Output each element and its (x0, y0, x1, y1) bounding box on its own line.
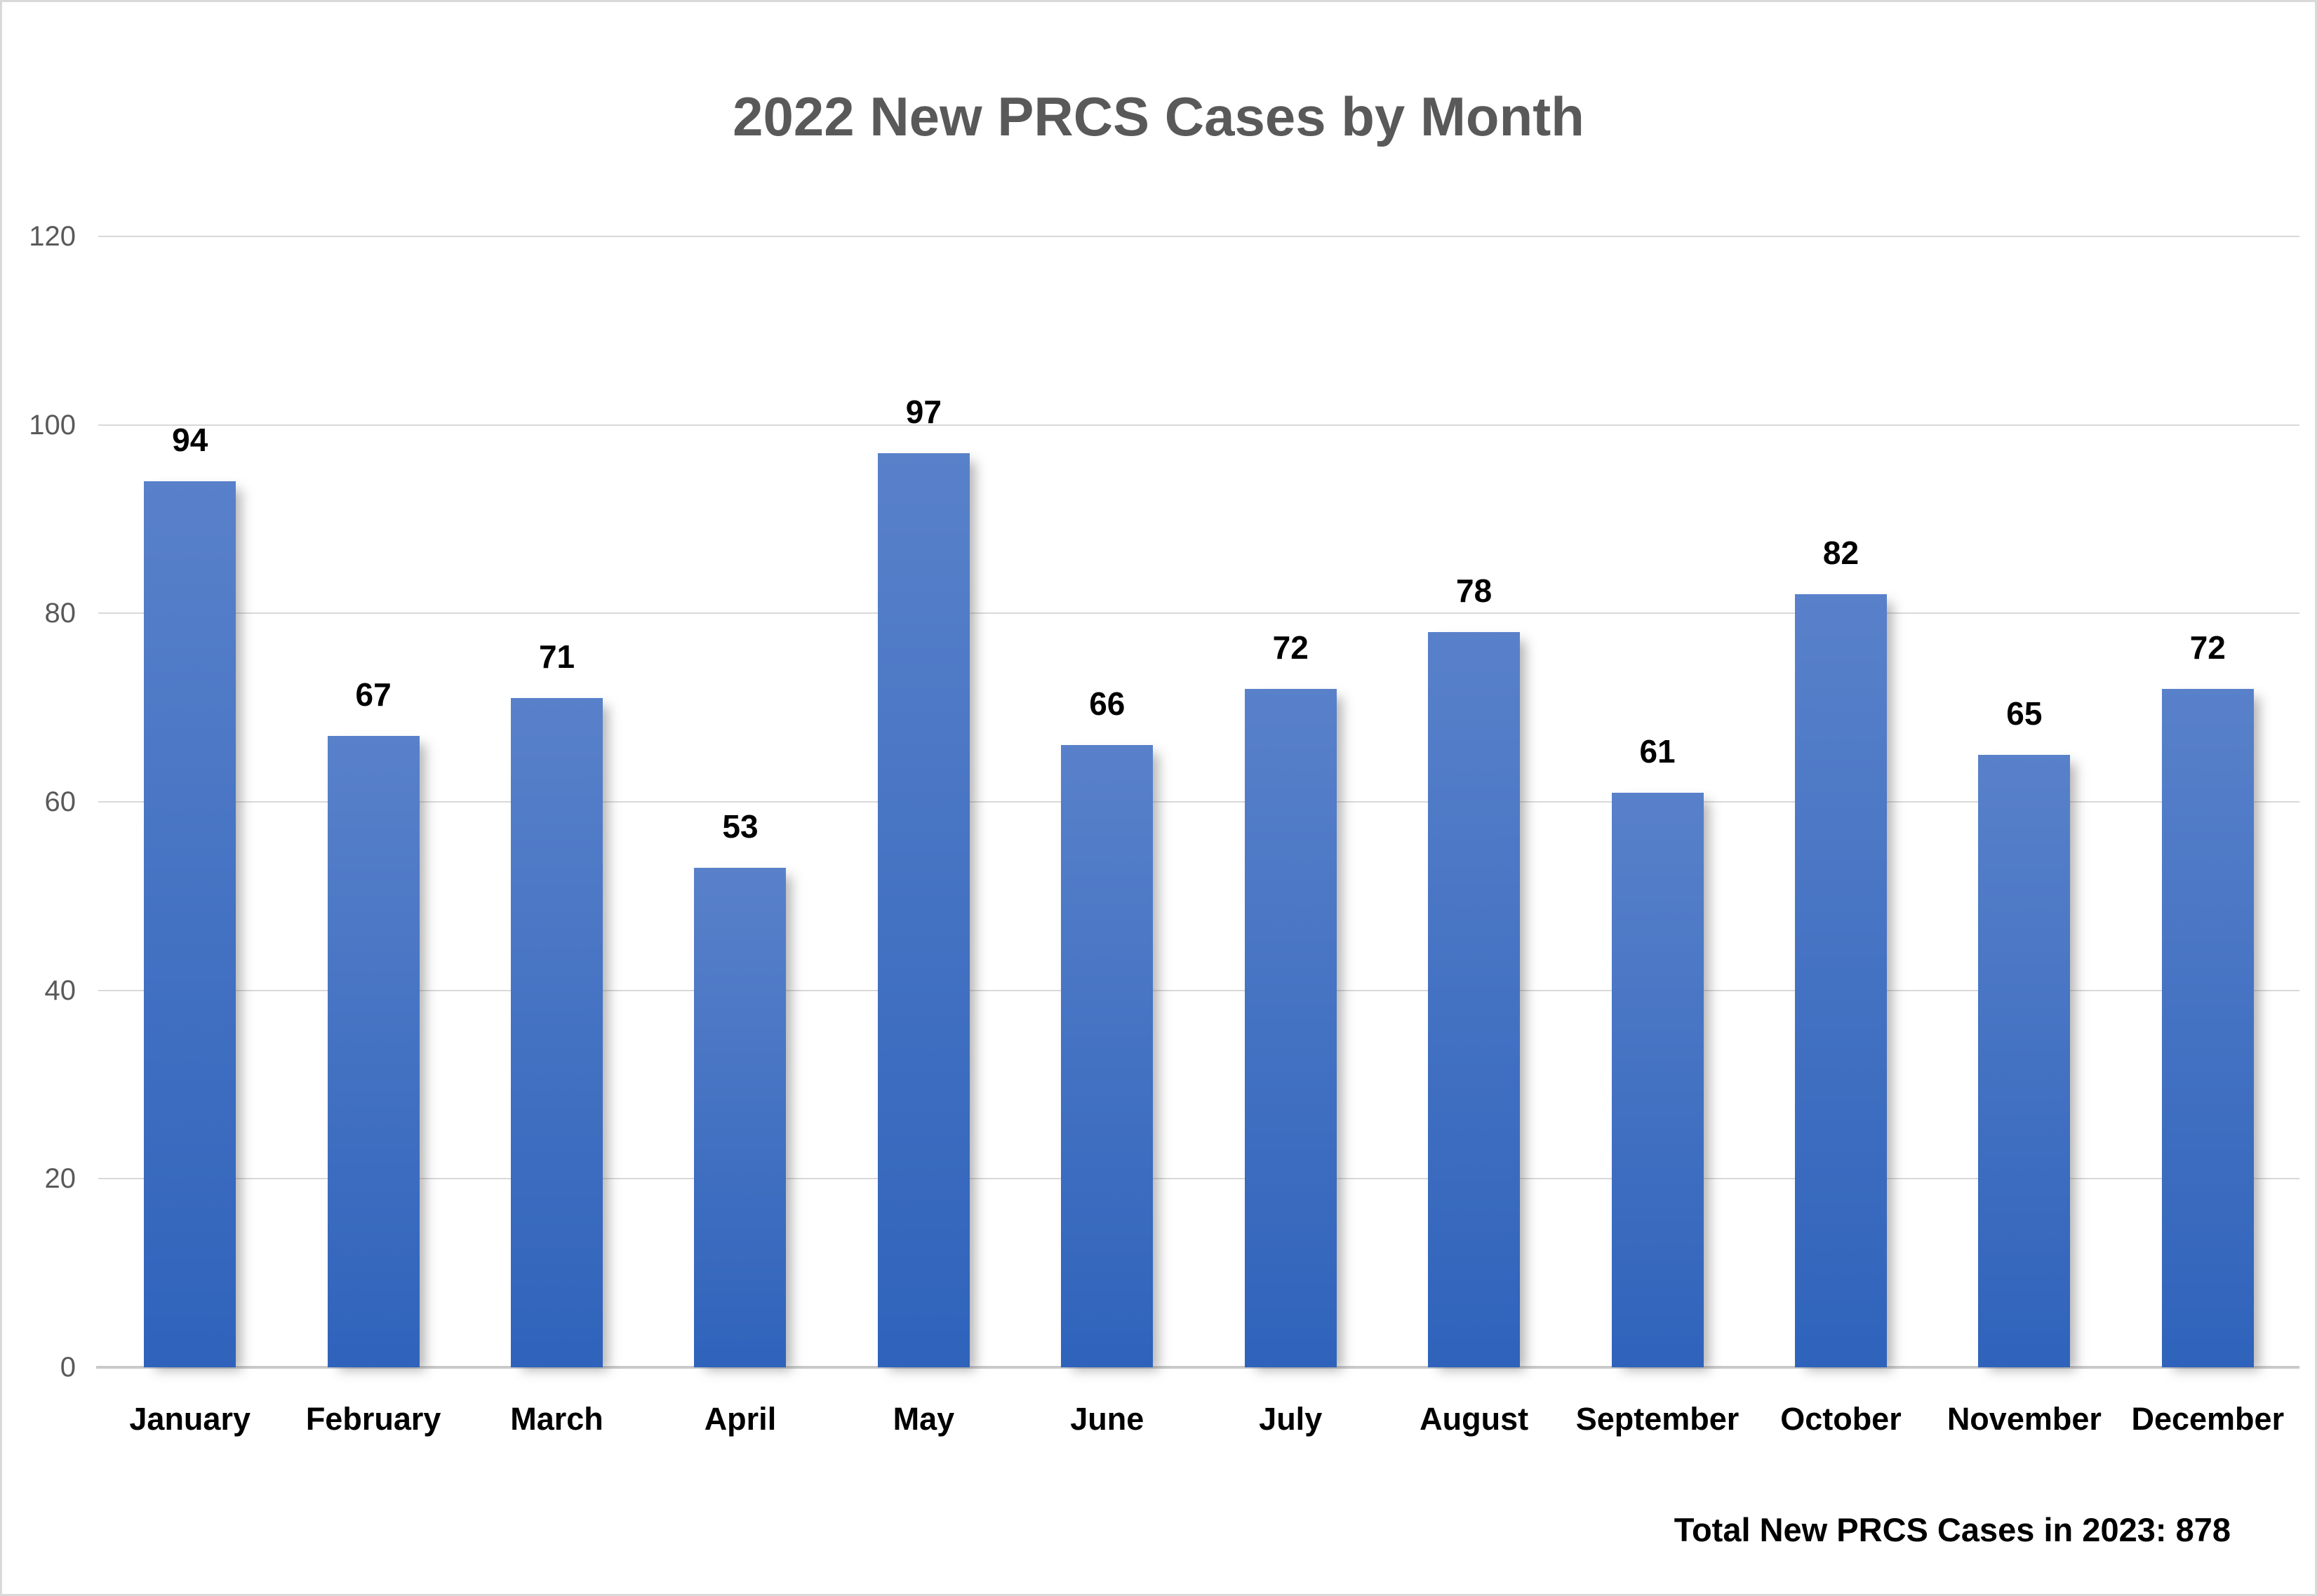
bar-value-label: 72 (1272, 629, 1309, 666)
bar-june (1061, 745, 1154, 1367)
gridline (98, 424, 2299, 426)
bar-value-label: 71 (538, 638, 575, 676)
bar-december (2161, 688, 2254, 1367)
bar-value-label: 66 (1089, 685, 1126, 723)
x-axis-label: January (129, 1401, 251, 1437)
y-axis-tick-label: 100 (29, 409, 76, 441)
bar-value-label: 53 (722, 808, 759, 845)
y-axis-tick-label: 80 (44, 598, 76, 629)
x-axis-label: March (510, 1401, 603, 1437)
bar-february (327, 735, 420, 1367)
bar-value-label: 72 (2189, 629, 2226, 666)
y-axis-tick-label: 120 (29, 221, 76, 252)
bar-value-label: 78 (1456, 572, 1493, 610)
x-axis-label: October (1780, 1401, 1902, 1437)
gridline (98, 1178, 2299, 1180)
bar-october (1794, 594, 1887, 1367)
gridline (98, 801, 2299, 803)
y-axis-tick-label: 40 (44, 974, 76, 1006)
bar-november (1978, 754, 2071, 1367)
bar-july (1244, 688, 1337, 1367)
gridline (98, 236, 2299, 237)
bar-value-label: 65 (2006, 695, 2043, 732)
bar-january (144, 481, 236, 1367)
x-axis-label: December (2131, 1401, 2285, 1437)
bar-value-label: 94 (172, 422, 208, 459)
y-axis-tick-label: 0 (60, 1352, 76, 1383)
bar-value-label: 82 (1822, 535, 1859, 572)
x-axis-label: May (893, 1401, 955, 1437)
bar-value-label: 67 (355, 676, 392, 713)
gridline (98, 989, 2299, 991)
x-axis-label: August (1420, 1401, 1529, 1437)
bar-april (694, 868, 787, 1367)
bar-march (511, 698, 603, 1367)
bar-may (877, 452, 970, 1367)
bar-august (1428, 632, 1521, 1367)
x-axis-label: April (704, 1401, 777, 1437)
x-axis-label: February (305, 1401, 441, 1437)
bar-september (1611, 792, 1704, 1367)
x-axis-label: November (1947, 1401, 2102, 1437)
x-axis-label: July (1259, 1401, 1323, 1437)
y-axis-tick-label: 60 (44, 786, 76, 817)
bar-value-label: 97 (905, 393, 942, 430)
gridline (98, 612, 2299, 615)
bar-value-label: 61 (1639, 732, 1676, 770)
x-axis-label: June (1070, 1401, 1144, 1437)
y-axis-tick-label: 20 (44, 1163, 76, 1195)
chart-title: 2022 New PRCS Cases by Month (733, 86, 1584, 147)
x-axis-line (96, 1366, 2299, 1369)
total-annotation: Total New PRCS Cases in 2023: 878 (1674, 1511, 2231, 1548)
x-axis-label: September (1575, 1401, 1740, 1437)
